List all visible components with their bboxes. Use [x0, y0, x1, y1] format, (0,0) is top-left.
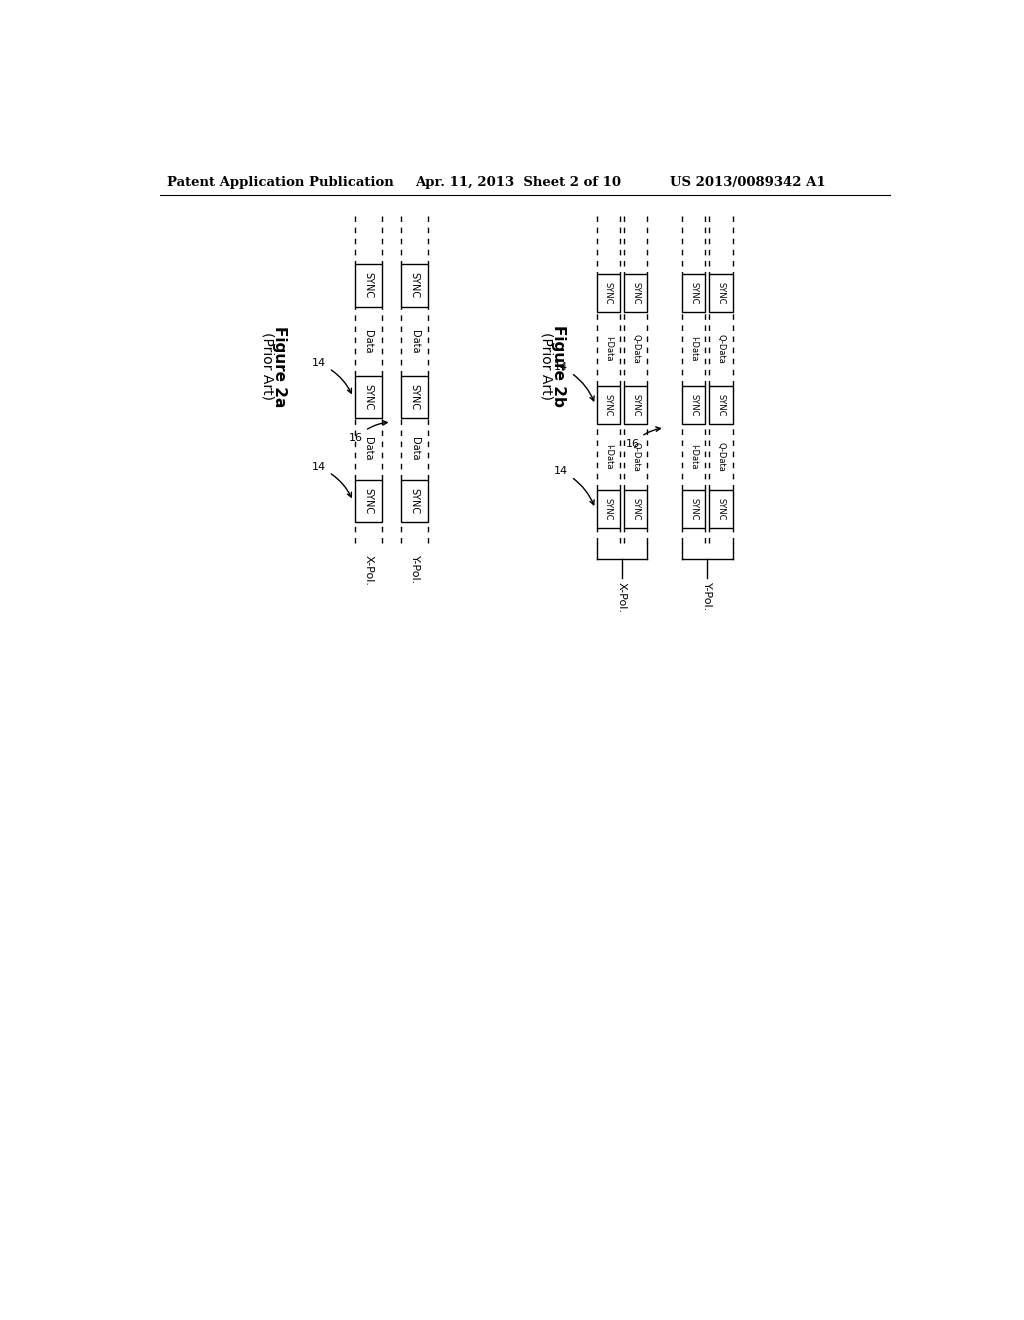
FancyBboxPatch shape [682, 275, 706, 313]
Text: SYNC: SYNC [717, 498, 725, 520]
FancyBboxPatch shape [401, 264, 428, 306]
Text: Figure 2a: Figure 2a [271, 326, 287, 407]
Text: Data: Data [364, 437, 374, 461]
FancyBboxPatch shape [682, 490, 706, 528]
Text: SYNC: SYNC [631, 498, 640, 520]
Text: (Prior Art): (Prior Art) [540, 333, 554, 400]
Text: SYNC: SYNC [689, 498, 698, 520]
Text: SYNC: SYNC [631, 282, 640, 305]
Text: 16: 16 [349, 421, 387, 444]
Text: 14: 14 [312, 358, 351, 393]
Text: Q-Data: Q-Data [717, 442, 725, 471]
Text: SYNC: SYNC [604, 498, 613, 520]
Text: Q-Data: Q-Data [631, 334, 640, 364]
Text: SYNC: SYNC [604, 282, 613, 305]
Text: 14: 14 [312, 462, 351, 498]
FancyBboxPatch shape [710, 385, 732, 424]
FancyBboxPatch shape [401, 480, 428, 523]
Text: SYNC: SYNC [410, 272, 420, 298]
Text: Patent Application Publication: Patent Application Publication [167, 176, 393, 189]
Text: SYNC: SYNC [717, 282, 725, 305]
Text: SYNC: SYNC [717, 393, 725, 416]
Text: SYNC: SYNC [364, 272, 374, 298]
Text: Q-Data: Q-Data [631, 442, 640, 471]
FancyBboxPatch shape [624, 490, 647, 528]
FancyBboxPatch shape [624, 275, 647, 313]
FancyBboxPatch shape [354, 264, 382, 306]
Text: I-Data: I-Data [604, 444, 613, 470]
Text: 14: 14 [554, 362, 594, 401]
Text: SYNC: SYNC [364, 488, 374, 513]
FancyBboxPatch shape [597, 490, 621, 528]
Text: (Prior Art): (Prior Art) [260, 333, 274, 400]
Text: Data: Data [410, 330, 420, 352]
Text: SYNC: SYNC [410, 384, 420, 411]
FancyBboxPatch shape [354, 480, 382, 523]
Text: 16: 16 [626, 426, 660, 449]
FancyBboxPatch shape [597, 275, 621, 313]
Text: Q-Data: Q-Data [717, 334, 725, 364]
Text: SYNC: SYNC [604, 393, 613, 416]
Text: SYNC: SYNC [410, 488, 420, 513]
Text: Apr. 11, 2013  Sheet 2 of 10: Apr. 11, 2013 Sheet 2 of 10 [415, 176, 621, 189]
Text: I-Data: I-Data [689, 337, 698, 362]
FancyBboxPatch shape [597, 385, 621, 424]
Text: SYNC: SYNC [689, 282, 698, 305]
Text: Figure 2b: Figure 2b [551, 325, 565, 408]
Text: I-Data: I-Data [689, 444, 698, 470]
FancyBboxPatch shape [682, 385, 706, 424]
Text: I-Data: I-Data [604, 337, 613, 362]
Text: US 2013/0089342 A1: US 2013/0089342 A1 [671, 176, 826, 189]
Text: SYNC: SYNC [631, 393, 640, 416]
Text: X-Pol.: X-Pol. [364, 554, 374, 586]
FancyBboxPatch shape [710, 490, 732, 528]
FancyBboxPatch shape [710, 275, 732, 313]
FancyBboxPatch shape [401, 376, 428, 418]
Text: SYNC: SYNC [364, 384, 374, 411]
Text: SYNC: SYNC [689, 393, 698, 416]
FancyBboxPatch shape [624, 385, 647, 424]
FancyBboxPatch shape [354, 376, 382, 418]
Text: Data: Data [364, 330, 374, 352]
Text: Y-Pol.: Y-Pol. [410, 554, 420, 585]
Text: Data: Data [410, 437, 420, 461]
Text: X-Pol.: X-Pol. [617, 582, 627, 612]
Text: 14: 14 [554, 466, 594, 504]
Text: Y-Pol.: Y-Pol. [702, 582, 713, 611]
